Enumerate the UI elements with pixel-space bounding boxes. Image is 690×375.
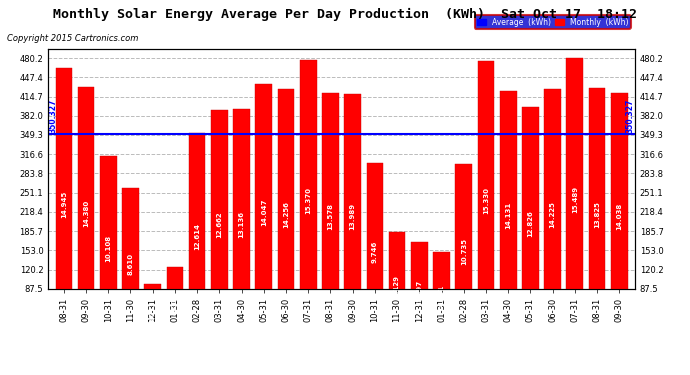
- Bar: [100, 156, 117, 340]
- Bar: [300, 60, 317, 340]
- Bar: [277, 89, 295, 340]
- Text: 14.380: 14.380: [83, 200, 89, 227]
- Bar: [233, 109, 250, 340]
- Bar: [611, 93, 628, 340]
- Text: 3.071: 3.071: [150, 301, 156, 323]
- Bar: [500, 91, 517, 340]
- Bar: [189, 133, 206, 340]
- Text: 350.327: 350.327: [626, 99, 635, 133]
- Bar: [433, 252, 450, 340]
- Text: 350.327: 350.327: [48, 99, 57, 133]
- Bar: [589, 88, 605, 340]
- Bar: [322, 93, 339, 340]
- Text: 14.225: 14.225: [550, 201, 555, 228]
- Bar: [388, 232, 406, 340]
- Bar: [144, 284, 161, 340]
- Text: 4.014: 4.014: [172, 292, 178, 315]
- Bar: [344, 94, 361, 340]
- Text: 10.108: 10.108: [106, 234, 111, 262]
- Text: Monthly Solar Energy Average Per Day Production  (KWh)  Sat Oct 17  18:12: Monthly Solar Energy Average Per Day Pro…: [53, 8, 637, 21]
- Text: 8.610: 8.610: [128, 253, 133, 275]
- Text: 13.136: 13.136: [239, 211, 244, 238]
- Bar: [366, 163, 383, 340]
- Text: 15.489: 15.489: [572, 186, 578, 213]
- Text: 15.330: 15.330: [483, 187, 489, 214]
- Bar: [78, 87, 95, 340]
- Bar: [166, 267, 184, 340]
- Text: 10.735: 10.735: [461, 238, 466, 266]
- Text: Copyright 2015 Cartronics.com: Copyright 2015 Cartronics.com: [7, 34, 138, 43]
- Bar: [566, 58, 583, 340]
- Bar: [122, 188, 139, 340]
- Legend: Average  (kWh), Monthly  (kWh): Average (kWh), Monthly (kWh): [475, 15, 631, 29]
- Text: 4.861: 4.861: [439, 285, 444, 307]
- Text: 14.131: 14.131: [505, 202, 511, 229]
- Bar: [55, 68, 72, 340]
- Bar: [477, 61, 494, 340]
- Bar: [411, 242, 428, 340]
- Text: 13.989: 13.989: [350, 203, 355, 231]
- Text: 15.370: 15.370: [305, 187, 311, 214]
- Text: 13.825: 13.825: [594, 201, 600, 228]
- Text: 9.746: 9.746: [372, 240, 378, 262]
- Bar: [255, 84, 272, 340]
- Text: 12.662: 12.662: [217, 211, 222, 238]
- Text: 13.578: 13.578: [328, 203, 333, 230]
- Text: 14.038: 14.038: [616, 203, 622, 230]
- Text: 12.614: 12.614: [194, 223, 200, 250]
- Text: 14.945: 14.945: [61, 190, 67, 217]
- Text: 12.826: 12.826: [527, 210, 533, 237]
- Text: 6.129: 6.129: [394, 275, 400, 297]
- Bar: [522, 106, 539, 340]
- Text: 14.256: 14.256: [283, 201, 289, 228]
- Text: 5.397: 5.397: [416, 280, 422, 302]
- Bar: [211, 110, 228, 340]
- Text: 14.047: 14.047: [261, 198, 267, 226]
- Bar: [544, 89, 561, 340]
- Bar: [455, 164, 472, 340]
